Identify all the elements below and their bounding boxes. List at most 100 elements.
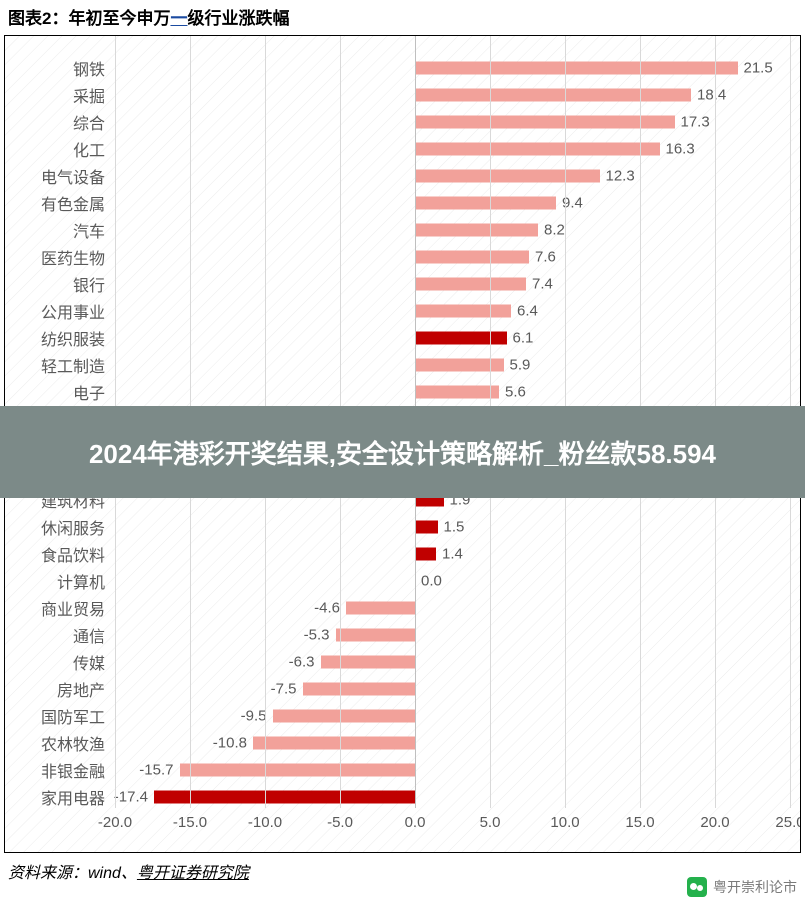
value-label: 21.5 [744,59,773,76]
value-label: 16.3 [666,140,695,157]
bar [415,223,538,236]
value-label: -17.4 [114,788,148,805]
value-label: 7.6 [535,248,556,265]
category-label: 房地产 [5,677,105,701]
bar-row: 综合 17.3 [5,108,800,135]
bar [415,88,691,101]
x-tick: 15.0 [625,814,654,831]
value-label: -6.3 [289,653,315,670]
category-label: 轻工制造 [5,353,105,377]
bar-row: 非银金融 -15.7 [5,756,800,783]
x-tick: -20.0 [98,814,132,831]
x-tick: 0.0 [405,814,426,831]
x-tick: -15.0 [173,814,207,831]
category-label: 国防军工 [5,704,105,728]
value-label: 18.4 [697,86,726,103]
bar [415,331,507,344]
x-tick: 25.0 [775,814,801,831]
bar-row: 采掘18.4 [5,81,800,108]
bar [415,142,660,155]
category-label: 非银金融 [5,758,105,782]
x-tick: 20.0 [700,814,729,831]
category-label: 电气设备 [5,164,105,188]
watermark-text: 粤开崇利论市 [713,877,797,897]
category-label: 通信 [5,623,105,647]
bar-row: 医药生物 7.6 [5,243,800,270]
value-label: 7.4 [532,275,553,292]
x-tick: -10.0 [248,814,282,831]
bar [415,115,675,128]
value-label: 1.5 [444,518,465,535]
category-label: 汽车 [5,218,105,242]
source-line: 资料来源：wind、粤开证券研究院 [0,853,805,883]
bar-row: 银行 7.4 [5,270,800,297]
bar-row: 纺织服装6.1 [5,324,800,351]
bar-row: 化工16.3 [5,135,800,162]
category-label: 综合 [5,110,105,134]
category-label: 农林牧渔 [5,731,105,755]
x-axis: -20.0 -15.0 -10.0 -5.0 0.0 5.0 10.0 15.0 20.0 25.… [5,814,800,834]
bar-row: 休闲服务1.5 [5,513,800,540]
bar-row: 轻工制造 5.9 [5,351,800,378]
category-label: 食品饮料 [5,542,105,566]
bar [336,628,416,641]
value-label: 5.6 [505,383,526,400]
x-tick: 5.0 [480,814,501,831]
value-label: 5.9 [510,356,531,373]
bar-row: 通信 -5.3 [5,621,800,648]
value-label: -10.8 [213,734,247,751]
category-label: 银行 [5,272,105,296]
category-label: 医药生物 [5,245,105,269]
x-tick: -5.0 [327,814,353,831]
bar-row: 国防军工 -9.5 [5,702,800,729]
bar [415,196,556,209]
category-label: 家用电器 [5,785,105,809]
category-label: 商业贸易 [5,596,105,620]
x-tick: 10.0 [550,814,579,831]
chart-title: 图表2：年初至今申万一级行业涨跌幅 [0,0,805,35]
category-label: 计算机 [5,569,105,593]
title-prefix: 图表2：年初至今申万 [8,9,170,28]
bar-row: 公用事业6.4 [5,297,800,324]
value-label: 6.1 [513,329,534,346]
bar [154,790,415,803]
wechat-icon [687,877,707,897]
value-label: 6.4 [517,302,538,319]
bar [415,250,529,263]
value-label: 17.3 [681,113,710,130]
bar [415,61,738,74]
bar-row: 电气设备 12.3 [5,162,800,189]
source-prefix: 资料来源：wind、 [8,865,137,882]
value-label: -4.6 [314,599,340,616]
category-label: 电子 [5,380,105,404]
overlay-banner: 2024年港彩开奖结果,安全设计策略解析_粉丝款58.594 [0,406,805,498]
bar [415,547,436,560]
bar [415,304,511,317]
value-label: 12.3 [606,167,635,184]
value-label: 0.0 [421,572,442,589]
bar [415,385,499,398]
bar [415,169,600,182]
bar [180,763,416,776]
bar [346,601,415,614]
bar [415,520,438,533]
bar [253,736,415,749]
source-link: 粤开证券研究院 [137,865,249,882]
watermark: 粤开崇利论市 [687,877,797,897]
value-label: -9.5 [241,707,267,724]
category-label: 有色金属 [5,191,105,215]
bar-row: 电子 5.6 [5,378,800,405]
bar-row: 传媒 -6.3 [5,648,800,675]
category-label: 传媒 [5,650,105,674]
value-label: 8.2 [544,221,565,238]
bar-row: 商业贸易 -4.6 [5,594,800,621]
bar-row: 农林牧渔 -10.8 [5,729,800,756]
bar-row: 有色金属9.4 [5,189,800,216]
bar [273,709,416,722]
value-label: -7.5 [271,680,297,697]
bar-row: 食品饮料1.4 [5,540,800,567]
value-label: -5.3 [304,626,330,643]
bar-row: 房地产 -7.5 [5,675,800,702]
bar [303,682,416,695]
value-label: -15.7 [139,761,173,778]
